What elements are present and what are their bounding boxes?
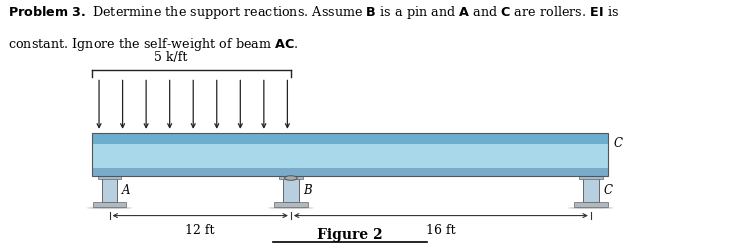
Ellipse shape (568, 207, 614, 209)
Text: B: B (303, 184, 312, 197)
Text: 12 ft: 12 ft (186, 223, 215, 236)
Bar (283, 176, 298, 202)
Bar (274, 202, 308, 207)
Text: Figure 2: Figure 2 (318, 227, 383, 241)
Bar (92, 144, 608, 169)
Bar (98, 176, 122, 179)
Text: 5 k/ft: 5 k/ft (154, 51, 187, 64)
Text: A: A (122, 184, 131, 197)
Ellipse shape (87, 207, 133, 209)
Bar (102, 176, 117, 202)
Bar (93, 202, 126, 207)
Bar (583, 176, 599, 202)
Text: 16 ft: 16 ft (426, 223, 456, 236)
Text: $\mathbf{Problem\ 3.}$ Determine the support reactions. Assume $\mathit{\mathbf{: $\mathbf{Problem\ 3.}$ Determine the sup… (8, 4, 620, 21)
Bar (92, 134, 608, 176)
Bar (279, 176, 303, 179)
Text: constant. Ignore the self-weight of beam $\mathit{\mathbf{AC}}$.: constant. Ignore the self-weight of beam… (8, 36, 299, 53)
Text: C: C (603, 184, 612, 197)
Bar (92, 169, 608, 176)
Bar (92, 134, 608, 144)
Text: C: C (614, 136, 623, 149)
Bar (579, 176, 603, 179)
Ellipse shape (268, 207, 314, 209)
Bar (574, 202, 608, 207)
Circle shape (285, 176, 297, 181)
